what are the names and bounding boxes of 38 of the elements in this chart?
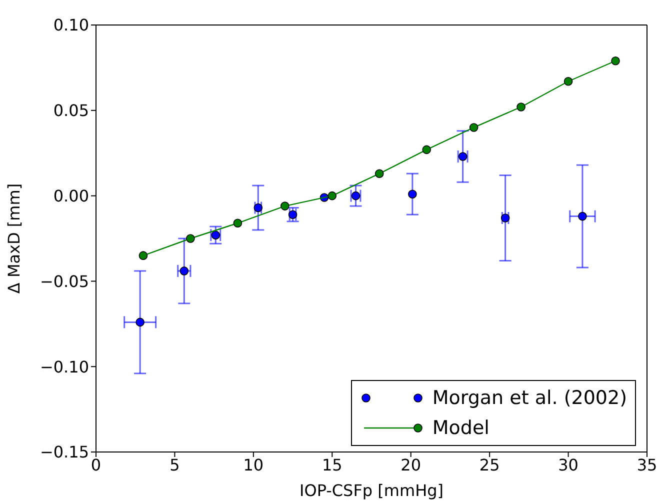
legend-label: Model bbox=[432, 417, 490, 439]
point bbox=[408, 190, 417, 198]
point bbox=[374, 169, 384, 178]
x-tick-label: 5 bbox=[170, 455, 180, 474]
point bbox=[186, 234, 195, 243]
point bbox=[233, 218, 242, 228]
x-tick-label: 0 bbox=[90, 455, 102, 474]
point bbox=[578, 212, 587, 221]
x-tick-label: 20 bbox=[400, 455, 422, 474]
point bbox=[564, 76, 573, 86]
point bbox=[469, 123, 478, 132]
point bbox=[136, 318, 144, 327]
x-tick-label: 10 bbox=[243, 455, 264, 474]
point bbox=[500, 214, 510, 222]
x-tick-label: 30 bbox=[558, 455, 578, 474]
y-tick-label: −0.05 bbox=[40, 272, 89, 291]
point bbox=[254, 203, 263, 212]
point bbox=[288, 210, 298, 219]
legend-label: Morgan et al. (2002) bbox=[432, 387, 627, 409]
point bbox=[280, 202, 290, 210]
y-tick-label: 0.10 bbox=[53, 16, 89, 35]
point bbox=[611, 56, 620, 66]
x-axis-title: IOP-CSFp [mmHg] bbox=[300, 481, 444, 500]
point bbox=[328, 191, 337, 200]
point bbox=[180, 266, 189, 276]
y-tick-label: −0.15 bbox=[40, 442, 89, 462]
x-tick-label: 15 bbox=[322, 455, 342, 474]
point bbox=[351, 191, 360, 200]
x-tick-label: 25 bbox=[479, 455, 500, 474]
x-tick-label: 35 bbox=[636, 455, 658, 474]
y-axis-title: Δ MaxD [mm] bbox=[4, 183, 24, 294]
point bbox=[422, 145, 431, 154]
point bbox=[138, 251, 148, 260]
y-tick-label: −0.10 bbox=[40, 357, 89, 376]
point bbox=[516, 102, 526, 112]
point bbox=[458, 152, 468, 161]
y-tick-label: 0.00 bbox=[53, 186, 89, 206]
y-tick-label: 0.05 bbox=[53, 101, 89, 120]
